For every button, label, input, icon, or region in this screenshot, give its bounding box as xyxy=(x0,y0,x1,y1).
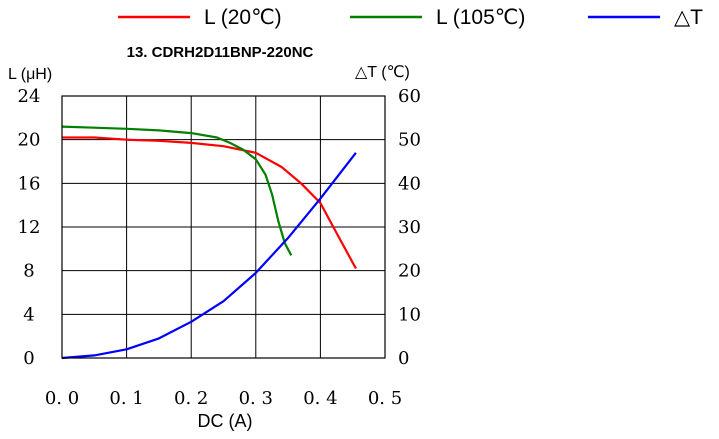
x-tick-label: 0. 4 xyxy=(303,388,337,409)
grid xyxy=(62,96,385,358)
y-right-tick-label: 60 xyxy=(398,86,421,107)
y-left-tick-label: 24 xyxy=(18,86,41,107)
plot-frame xyxy=(61,95,386,359)
y-right-tick-label: 40 xyxy=(398,173,421,194)
y-left-tick-label: 16 xyxy=(18,173,41,194)
legend-label: L (20℃) xyxy=(204,6,282,29)
tick-labels: 0. 0 0. 1 0. 2 0. 3 0. 4 0. 5 0 4 8 12 16 20 24 0 10 20… xyxy=(18,86,421,409)
chart-title: 13. CDRH2D11BNP-220NC xyxy=(127,44,314,61)
y-right-tick-label: 20 xyxy=(398,261,421,282)
legend: L (20℃) L (105℃) △T xyxy=(118,6,703,29)
x-tick-label: 0. 0 xyxy=(45,388,79,409)
series-line xyxy=(62,136,357,270)
x-axis-label: DC (A) xyxy=(198,411,253,431)
y-right-tick-label: 30 xyxy=(398,217,421,238)
x-tick-label: 0. 1 xyxy=(109,388,143,409)
y-left-tick-label: 8 xyxy=(23,261,34,282)
y-left-tick-label: 12 xyxy=(18,217,41,238)
series-line xyxy=(61,152,357,360)
y-left-tick-label: 20 xyxy=(18,130,41,151)
y-axis-left-label: L (μH) xyxy=(8,66,52,83)
x-tick-label: 0. 3 xyxy=(239,388,273,409)
x-tick-label: 0. 5 xyxy=(368,388,402,409)
y-left-tick-label: 0 xyxy=(23,348,34,369)
y-left-tick-label: 4 xyxy=(23,304,34,325)
y-right-tick-label: 50 xyxy=(398,130,421,151)
x-tick-label: 0. 2 xyxy=(174,388,208,409)
legend-label: L (105℃) xyxy=(436,6,525,29)
y-right-tick-label: 0 xyxy=(398,348,409,369)
series-line xyxy=(61,125,293,256)
series-lines xyxy=(61,125,357,360)
y-right-tick-label: 10 xyxy=(398,304,421,325)
legend-label: △T xyxy=(674,6,703,29)
y-axis-right-label: △T (℃) xyxy=(355,64,410,81)
